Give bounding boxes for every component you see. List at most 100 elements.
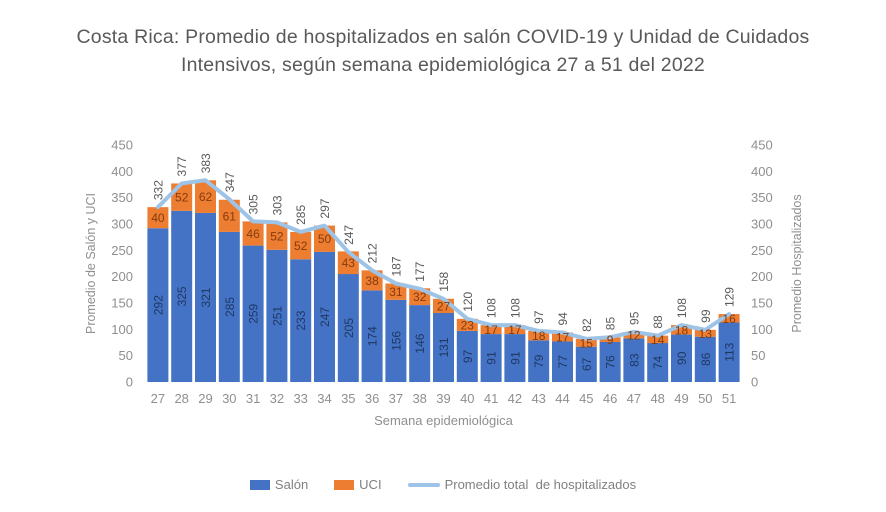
total-label: 95: [627, 311, 641, 325]
total-label: 94: [556, 312, 570, 326]
total-label: 177: [413, 261, 427, 281]
salon-bar-label: 156: [389, 331, 403, 351]
salon-bar: [195, 212, 216, 382]
salon-bar-label: 321: [199, 287, 213, 307]
x-tick-label: 46: [603, 391, 617, 406]
uci-bar: [647, 335, 669, 344]
x-axis-title: Semana epidemiológica: [374, 413, 514, 428]
salon-bar: [361, 290, 383, 382]
uci-bar-label: 52: [270, 230, 284, 244]
salon-bar-label: 91: [485, 351, 499, 365]
salon-bar: [671, 334, 692, 382]
x-tick-label: 34: [317, 391, 331, 406]
legend-label-total-line: Promedio total de hospitalizados: [444, 477, 637, 492]
x-tick-label: 44: [555, 391, 569, 406]
salon-bar: [409, 305, 431, 382]
total-label: 129: [723, 287, 737, 307]
uci-bar: [694, 329, 716, 337]
salon-bar-label: 77: [556, 355, 570, 369]
x-tick-label: 32: [270, 391, 284, 406]
salon-bar-label: 97: [461, 349, 475, 363]
salon-bar-label: 74: [651, 356, 665, 370]
salon-bar: [528, 340, 550, 382]
salon-bar-label: 292: [151, 295, 165, 315]
salon-bar: [337, 274, 359, 382]
total-label: 383: [199, 153, 213, 173]
salon-bar: [480, 334, 502, 382]
salon-bar-label: 90: [675, 351, 689, 365]
y-tick-label-right: 0: [751, 375, 758, 390]
bars-group: [147, 180, 740, 382]
legend-item-total-line: Promedio total de hospitalizados: [407, 477, 637, 492]
x-tick-label: 47: [627, 391, 641, 406]
x-tick-label: 36: [365, 391, 379, 406]
x-tick-label: 41: [484, 391, 498, 406]
salon-bar-label: 233: [294, 310, 308, 330]
uci-bar: [671, 325, 692, 335]
x-tick-label: 27: [151, 391, 165, 406]
uci-bar-label: 17: [556, 330, 570, 344]
salon-bar: [599, 341, 621, 382]
salon-bar-label: 91: [508, 351, 522, 365]
salon-bar: [552, 341, 573, 382]
uci-bar: [218, 199, 240, 232]
uci-bar-label: 17: [508, 323, 522, 337]
total-label: 99: [699, 309, 713, 323]
y-tick-label-right: 250: [751, 243, 773, 258]
total-label: 212: [366, 243, 380, 263]
salon-bar-label: 285: [223, 297, 237, 317]
x-tick-label: 45: [579, 391, 593, 406]
legend-label-salon: Salón: [274, 477, 309, 492]
y-tick-label-left: 400: [111, 164, 133, 179]
total-label: 332: [151, 180, 165, 200]
legend-item-uci: UCI: [334, 477, 382, 492]
salon-bar-label: 259: [247, 303, 261, 323]
salon-bar-label: 251: [270, 306, 284, 326]
x-tick-label: 42: [508, 391, 522, 406]
x-tick-label: 39: [436, 391, 450, 406]
x-tick-label: 35: [341, 391, 355, 406]
x-tick-label: 43: [531, 391, 545, 406]
total-label: 297: [318, 198, 332, 218]
y-tick-label-left: 0: [126, 375, 133, 390]
salon-bar: [433, 313, 454, 382]
chart-title: Costa Rica: Promedio de hospitalizados e…: [0, 23, 886, 79]
total-line-swatch-icon: [407, 482, 440, 487]
salon-bar: [266, 249, 288, 382]
legend-label-uci: UCI: [359, 477, 382, 492]
salon-bar-label: 325: [175, 286, 189, 306]
x-tick-label: 40: [460, 391, 474, 406]
salon-bar: [314, 251, 335, 382]
uci-bar: [385, 283, 407, 300]
uci-bar: [147, 207, 169, 229]
uci-bar-label: 16: [722, 312, 736, 326]
salon-bar: [623, 338, 645, 382]
salon-bar-label: 113: [723, 342, 737, 361]
salon-bar: [647, 343, 669, 382]
uci-bar-label: 17: [484, 323, 498, 337]
salon-bar: [171, 210, 193, 382]
uci-bar-label: 27: [437, 299, 451, 313]
uci-bar: [575, 338, 597, 347]
y-tick-label-right: 150: [751, 296, 773, 311]
total-label: 108: [485, 298, 499, 318]
salon-bar-label: 83: [627, 353, 641, 367]
salon-bar: [504, 334, 526, 382]
salon-bar: [242, 245, 264, 382]
total-label: 88: [651, 315, 665, 329]
x-tick-label: 48: [650, 391, 664, 406]
uci-bar: [266, 222, 288, 250]
y-tick-label-left: 250: [111, 243, 133, 258]
uci-bar: [480, 325, 502, 335]
uci-bar-label: 38: [365, 274, 379, 288]
total-label: 247: [342, 225, 356, 245]
salon-bar-label: 174: [366, 326, 380, 346]
salon-bar-label: 205: [342, 318, 356, 338]
uci-bar-label: 18: [675, 323, 689, 337]
x-tick-label: 30: [222, 391, 236, 406]
y-axis-title-right: Promedio Hospitalizados: [790, 194, 804, 332]
uci-bar: [290, 231, 312, 260]
salon-bar-label: 79: [532, 354, 546, 368]
uci-bar-label: 31: [389, 285, 403, 299]
